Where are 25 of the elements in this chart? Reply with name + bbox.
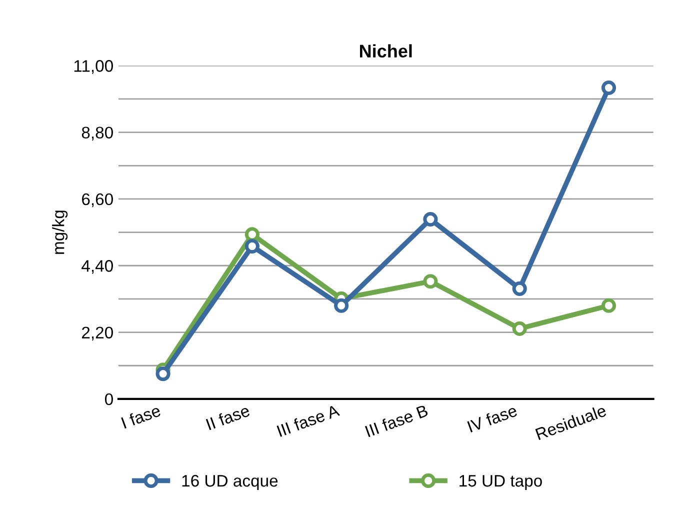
point bbox=[601, 298, 616, 313]
y-tick-label: 0 bbox=[104, 393, 113, 406]
y-tick-label: 4,40 bbox=[82, 260, 113, 274]
point bbox=[423, 212, 438, 227]
x-tick-label: III fase B bbox=[364, 404, 429, 438]
x-tick-label: I fase bbox=[120, 404, 162, 429]
point bbox=[244, 227, 260, 242]
x-tick-label: IV fase bbox=[466, 404, 518, 433]
x-tick-label: III fase A bbox=[276, 404, 340, 437]
x-tick-label: II fase bbox=[206, 404, 250, 430]
y-axis-title: mg/kg bbox=[52, 210, 68, 254]
y-tick-label: 11,00 bbox=[74, 60, 113, 74]
y-tick-label: 2,20 bbox=[82, 326, 113, 340]
point bbox=[334, 298, 349, 313]
point bbox=[156, 366, 170, 382]
y-tick-label: 6,60 bbox=[82, 193, 113, 208]
point bbox=[512, 321, 527, 336]
point bbox=[423, 274, 438, 289]
point bbox=[244, 238, 260, 254]
y-tick-label: 8,80 bbox=[82, 126, 113, 140]
point bbox=[601, 80, 616, 96]
legend-label: 15 UD tapo bbox=[460, 475, 542, 490]
point bbox=[512, 281, 527, 296]
chart-title: Nichel bbox=[360, 44, 412, 58]
legend-label: 16 UD acque bbox=[182, 474, 278, 490]
